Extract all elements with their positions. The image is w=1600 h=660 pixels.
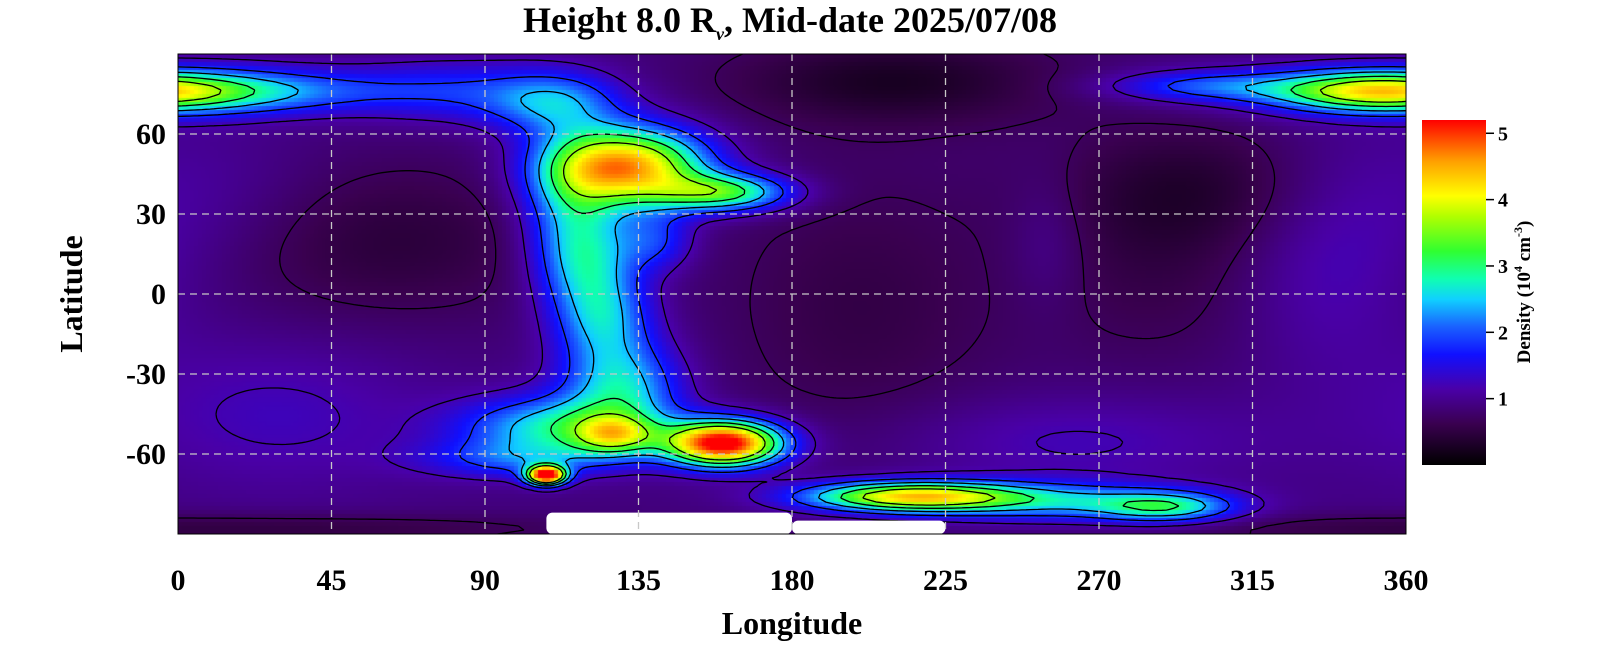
colorbar-gradient [1422, 120, 1486, 465]
y-axis-label: Latitude [53, 235, 89, 352]
y-tick-label-30: 30 [136, 198, 166, 231]
x-tick-label-180: 180 [770, 564, 815, 597]
x-tick-labels: 0 45 90 135 180 225 270 315 360 [171, 564, 1429, 597]
x-axis-label: Longitude [722, 605, 862, 641]
x-tick-label-315: 315 [1230, 564, 1275, 597]
contour-level-3 [178, 75, 1406, 512]
y-tick-label-minus-60: -60 [126, 438, 166, 471]
y-tick-label-0: 0 [151, 278, 166, 311]
x-tick-label-45: 45 [317, 564, 347, 597]
contour-level-2-4 [178, 71, 1406, 517]
y-tick-label-minus-30: -30 [126, 358, 166, 391]
chart-title: Height 8.0 Rv, Mid-date 2025/07/08 [523, 0, 1057, 44]
plot-frame [177, 53, 1407, 535]
title-subscript: v [716, 24, 725, 44]
colorbar-tick-label-5: 5 [1498, 123, 1508, 145]
x-tick-label-270: 270 [1077, 564, 1122, 597]
y-tick-labels: -60 -30 0 30 60 [126, 118, 166, 471]
contour-level-0-7 [178, 54, 1406, 534]
x-tick-label-90: 90 [470, 564, 500, 597]
colorbar-tick-label-1: 1 [1498, 389, 1508, 411]
x-tick-label-135: 135 [616, 564, 661, 597]
colorbar-ticks: 1 2 3 4 5 [1486, 123, 1508, 411]
plot-area [177, 53, 1407, 535]
colorbar-title-end: ) [1514, 221, 1535, 227]
colorbar-tick-label-4: 4 [1498, 190, 1508, 212]
colorbar-title-exp2: -3 [1511, 227, 1525, 237]
title-suffix: , Mid-date 2025/07/08 [724, 0, 1057, 40]
colorbar-title-base: Density (10 [1514, 272, 1535, 363]
contour-level-1-8 [178, 66, 1406, 522]
grid-lines [178, 54, 1406, 534]
colorbar-tick-label-3: 3 [1498, 256, 1508, 278]
contour-lines [178, 54, 1406, 534]
x-tick-label-0: 0 [171, 564, 186, 597]
contour-level-3-6 [178, 80, 1406, 506]
contour-level-1-2 [178, 57, 1406, 528]
title-prefix: Height 8.0 R [523, 0, 717, 40]
y-tick-label-60: 60 [136, 118, 166, 151]
colorbar-title: Density (104 cm-3) [1511, 221, 1535, 364]
colorbar-title-mid: cm [1514, 237, 1535, 266]
x-tick-label-360: 360 [1384, 564, 1429, 597]
void-regions [546, 512, 946, 534]
void-region-1 [546, 512, 792, 534]
colorbar-title-exp1: 4 [1511, 266, 1525, 272]
colorbar-tick-label-2: 2 [1498, 322, 1508, 344]
void-region-2 [792, 520, 946, 534]
x-tick-label-225: 225 [923, 564, 968, 597]
